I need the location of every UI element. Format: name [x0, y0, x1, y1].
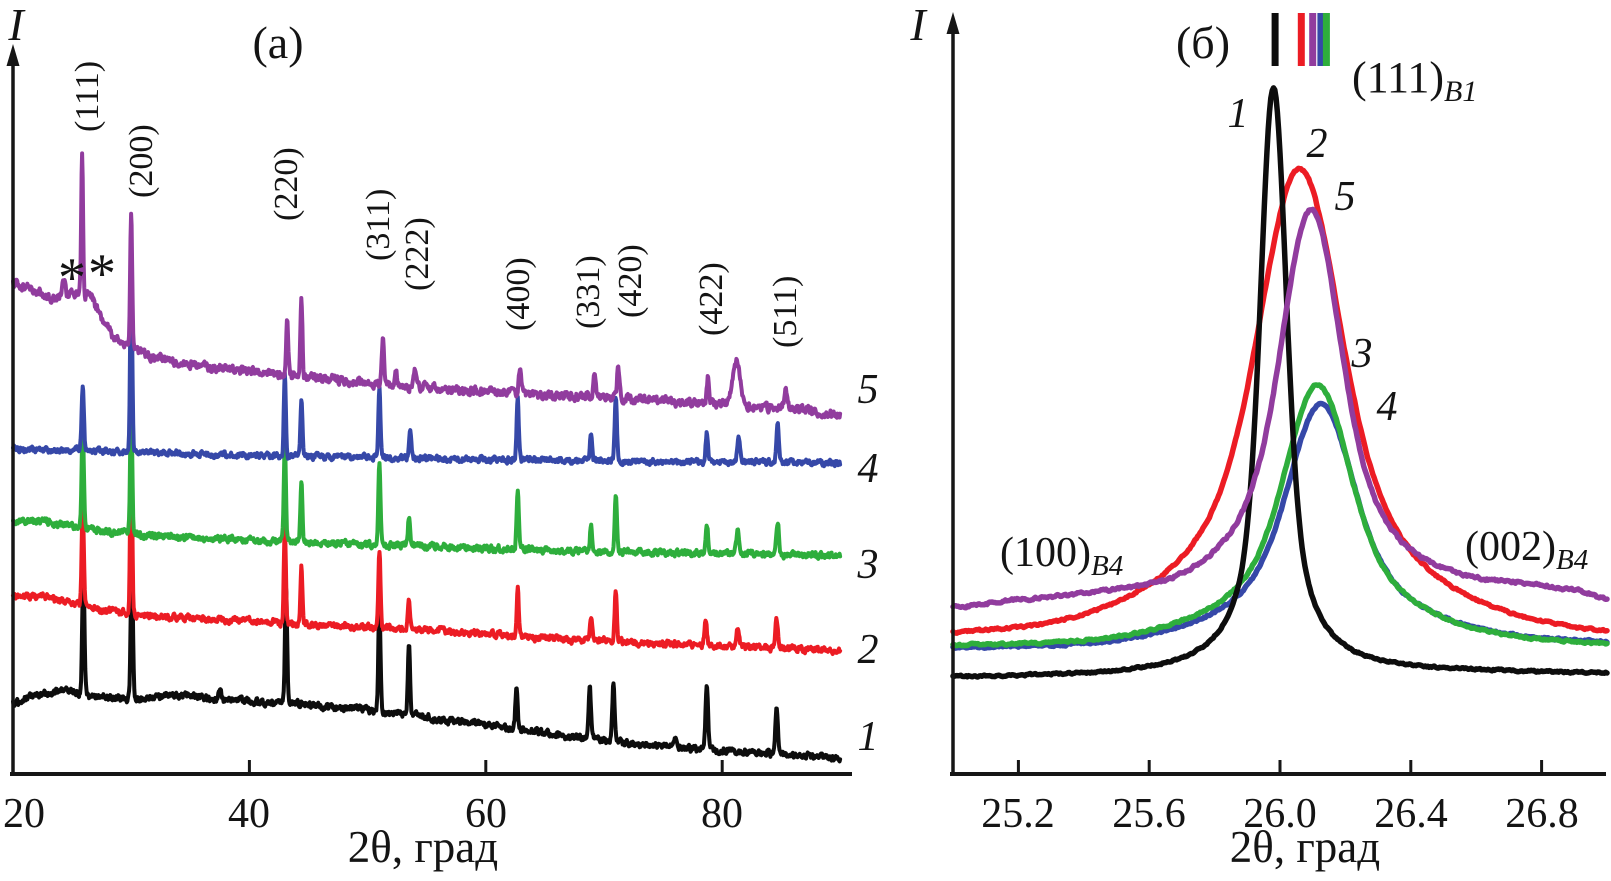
peak-label-(111): (111) — [69, 61, 106, 132]
peak-label-(220): (220) — [268, 147, 305, 221]
panel-a-curve-number-1: 1 — [858, 714, 879, 760]
peak-label-(420): (420) — [612, 244, 649, 318]
x-tick-label: 20 — [3, 791, 45, 837]
panel-b-curve-5 — [950, 206, 1610, 611]
x-tick-label: 25.2 — [981, 791, 1055, 837]
reference-bar-5 — [1322, 13, 1330, 66]
panel-b-group: 43 2 1 5 25.2 25.6 26.0 26.4 26.8 2θ, град I (б) (11… — [909, 0, 1610, 872]
reference-bar-2 — [1297, 13, 1305, 66]
x-tick-label: 26.8 — [1505, 791, 1579, 837]
panel-a-curve-4 — [11, 262, 843, 469]
panel-a-curve-2 — [11, 429, 843, 656]
panel-b-curve-number-1: 1 — [1228, 91, 1249, 137]
panel-a-curve-number-5: 5 — [858, 367, 879, 413]
x-axis-title: 2θ, град — [348, 822, 498, 872]
y-axis-title: I — [909, 0, 928, 50]
panel-a-curve-5 — [11, 151, 843, 420]
x-tick-label: 26.4 — [1374, 791, 1448, 837]
x-tick-label: 40 — [228, 791, 270, 837]
panel-label: (a) — [252, 17, 303, 68]
peak-label-(331): (331) — [570, 255, 607, 329]
panel-b-curve-2 — [950, 165, 1610, 636]
panel-a-curve-number-4: 4 — [858, 446, 879, 492]
panel-b-curve-number-3: 3 — [1351, 331, 1373, 377]
peak-label-(400): (400) — [500, 257, 537, 331]
asterisk-marker-1: * — [58, 247, 86, 309]
panel-b-curve-number-2: 2 — [1307, 121, 1328, 167]
annotation-(002)-B4: (002)B4 — [1465, 524, 1588, 576]
peak-label-(222): (222) — [399, 217, 436, 291]
reference-bar-3 — [1309, 13, 1317, 66]
panel-a-curve-number-3: 3 — [857, 542, 879, 588]
panel-a-curve-number-2: 2 — [858, 627, 879, 673]
panel-b-curve-number-5: 5 — [1335, 174, 1356, 220]
panel-b-curve-3 — [950, 382, 1610, 649]
panel-a-curve-3 — [11, 393, 843, 561]
y-axis-title: I — [7, 0, 26, 50]
panel-a-group: 1 2 3 4 5 20 40 60 80 2θ, град I (a) (111) (200) (220)… — [3, 0, 879, 872]
panel-b-curve-1 — [950, 85, 1610, 680]
reference-bar-1 — [1271, 13, 1279, 66]
x-tick-label: 26.0 — [1243, 791, 1317, 837]
peak-label-(422): (422) — [693, 262, 730, 336]
peak-label-(311): (311) — [360, 189, 397, 261]
panel-b-curve-number-4: 4 — [1377, 384, 1398, 430]
annotation-(100)-B4: (100)B4 — [1000, 530, 1123, 582]
x-tick-label: 60 — [465, 791, 507, 837]
peak-label-(200): (200) — [123, 124, 160, 198]
reference-bar-4 — [1317, 13, 1325, 66]
y-axis-arrowhead-icon — [6, 44, 20, 66]
asterisk-marker-2: * — [88, 243, 116, 305]
annotation-(111)-B1: (111)B1 — [1352, 53, 1477, 108]
x-tick-label: 80 — [701, 791, 743, 837]
x-tick-label: 25.6 — [1112, 791, 1186, 837]
y-axis-arrowhead-icon — [946, 12, 960, 34]
panel-a-curve-1 — [11, 561, 843, 764]
panel-label: (б) — [1176, 17, 1230, 68]
peak-label-(511): (511) — [767, 276, 804, 348]
x-axis-title: 2θ, град — [1230, 822, 1380, 872]
